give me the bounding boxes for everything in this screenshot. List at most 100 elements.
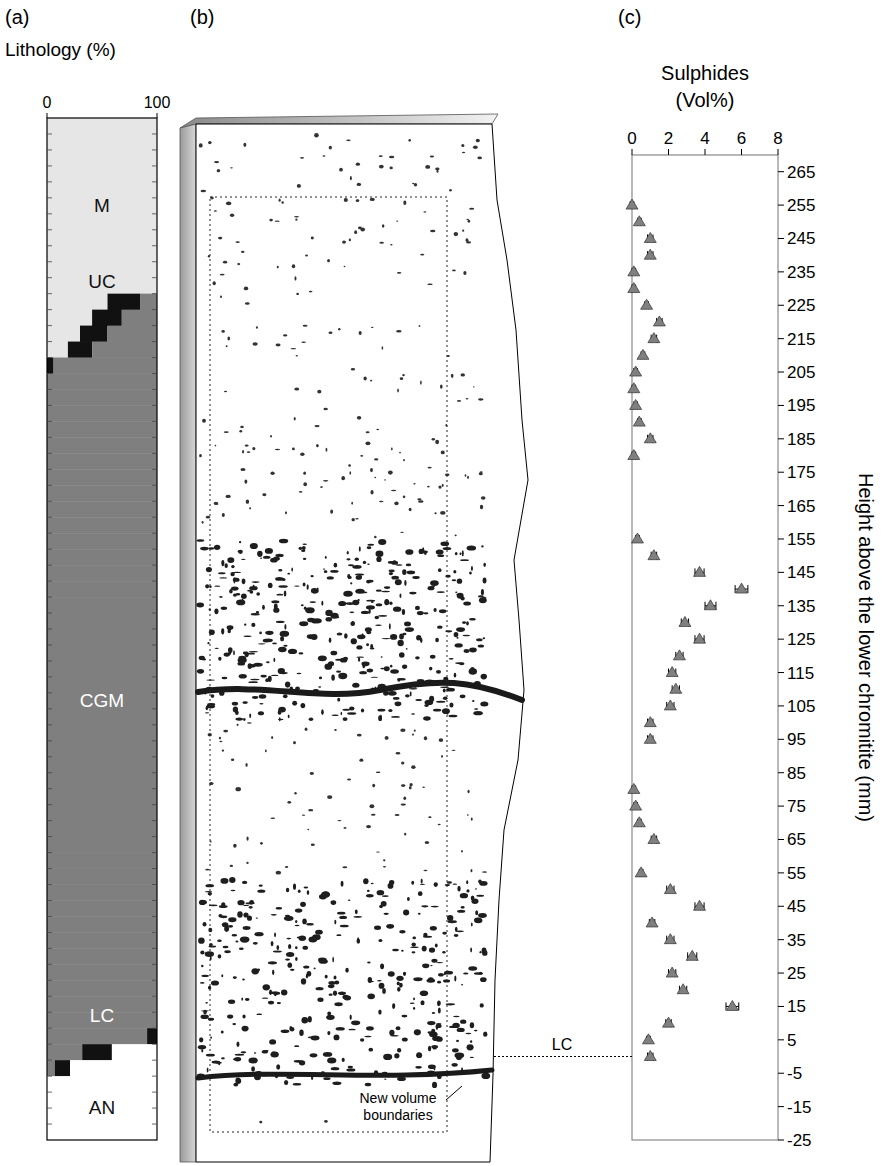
sulphide-speckle: [237, 662, 245, 666]
sulphide-speckle: [399, 652, 405, 658]
sulphide-speckle: [230, 213, 234, 216]
lithology-segment: [82, 1044, 112, 1060]
lithology-segment: [112, 1044, 157, 1060]
sulphide-speckle: [461, 596, 465, 600]
lithology-segment: [47, 629, 157, 645]
sulphide-speckle: [363, 561, 366, 564]
sulphide-speckle: [461, 906, 465, 909]
y-tick-label: 225: [787, 296, 815, 315]
x-tick-label: 0: [627, 129, 636, 148]
sulphide-speckle: [234, 1057, 241, 1061]
sulphide-speckle: [401, 1015, 407, 1018]
sulphide-speckle: [474, 1030, 478, 1032]
y-tick: [778, 639, 784, 640]
lithology-label: CGM: [80, 690, 124, 711]
sulphide-speckle: [283, 334, 287, 336]
lithology-segment: [47, 565, 157, 581]
sulphide-speckle: [337, 632, 343, 635]
sulphide-speckle: [456, 637, 458, 639]
sulphide-speckle: [277, 1002, 281, 1004]
sulphide-speckle: [454, 673, 457, 678]
sulphide-speckle: [301, 703, 306, 708]
data-point: [628, 783, 640, 793]
sulphide-speckle: [354, 230, 357, 234]
row-tick: [47, 1060, 52, 1061]
sulphide-speckle: [304, 886, 309, 888]
lithology-segment: [47, 1044, 82, 1060]
sulphide-speckle: [430, 156, 434, 158]
sulphide-speckle: [393, 697, 400, 700]
sulphide-speckle: [409, 688, 418, 689]
sulphide-speckle: [330, 651, 337, 656]
sulphide-speckle: [214, 608, 218, 614]
sulphide-speckle: [338, 601, 346, 606]
sulphide-speckle: [413, 483, 415, 484]
sulphide-speckle: [470, 1040, 472, 1043]
sulphide-speckle: [233, 707, 238, 713]
row-tick: [152, 1044, 157, 1045]
row-tick: [47, 948, 52, 949]
y-tick-label: 155: [787, 530, 815, 549]
sulphide-speckle: [265, 548, 273, 554]
error-cap: [738, 1002, 739, 1010]
sulphide-speckle: [483, 637, 485, 639]
sulphide-speckle: [240, 936, 250, 942]
row-tick: [47, 788, 52, 789]
sulphide-speckle: [371, 677, 378, 678]
sulphide-speckle: [454, 632, 459, 637]
sulphide-speckle: [353, 916, 362, 918]
sulphide-speckle: [394, 1053, 399, 1058]
sulphide-speckle: [371, 814, 376, 816]
sulphide-speckle: [365, 1083, 372, 1086]
sulphide-speckle: [420, 1000, 424, 1005]
sulphide-speckle: [323, 568, 326, 569]
sulphide-speckle: [288, 649, 297, 654]
sulphide-volume: [180, 114, 528, 1162]
sulphide-speckle: [454, 976, 456, 982]
sulphide-speckle: [395, 579, 402, 585]
data-point: [633, 216, 645, 226]
sulphide-speckle: [275, 449, 280, 451]
sulphide-speckle: [200, 547, 209, 551]
sulphide-speckle: [480, 505, 483, 509]
sulphide-speckle: [384, 666, 390, 671]
data-point: [628, 383, 640, 393]
row-tick: [47, 613, 52, 614]
sulphide-speckle: [351, 502, 353, 505]
sulphide-speckle: [268, 1001, 274, 1005]
row-tick: [152, 165, 157, 166]
sulphide-speckle: [256, 592, 260, 596]
sulphide-speckle: [303, 325, 308, 327]
lithology-segment: [47, 964, 157, 980]
sulphide-speckle: [285, 682, 290, 688]
sulphide-speckle: [440, 686, 449, 688]
sulphide-speckle: [427, 283, 432, 285]
row-tick: [47, 980, 52, 981]
sulphide-speckle: [294, 387, 299, 390]
sulphide-speckle: [344, 633, 348, 639]
plot-frame: [632, 155, 778, 1140]
sulphide-speckle: [339, 168, 343, 172]
sulphide-speckle: [232, 934, 238, 937]
sulphide-speckle: [389, 623, 391, 629]
sulphide-speckle: [370, 648, 375, 650]
sulphide-speckle: [278, 585, 288, 588]
sulphide-speckle: [396, 1026, 401, 1030]
sulphide-speckle: [332, 1081, 341, 1085]
y-tick: [778, 271, 784, 272]
sulphide-speckle: [388, 471, 393, 475]
lithology-segment: [47, 230, 157, 246]
sulphide-speckle: [359, 671, 367, 674]
sulphide-speckle: [317, 998, 323, 1002]
sulphide-speckle: [390, 1035, 399, 1037]
sulphide-speckle: [452, 1023, 459, 1028]
sulphide-speckle: [251, 968, 259, 974]
sulphide-speckle: [278, 569, 282, 572]
sulphide-speckle: [436, 701, 445, 703]
sulphide-speckle: [249, 900, 254, 905]
sulphide-speckle: [337, 912, 345, 915]
sulphide-speckle: [237, 900, 244, 905]
sulphide-speckle: [340, 602, 344, 604]
sulphide-speckle: [217, 169, 221, 172]
sulphide-speckle: [223, 261, 227, 264]
